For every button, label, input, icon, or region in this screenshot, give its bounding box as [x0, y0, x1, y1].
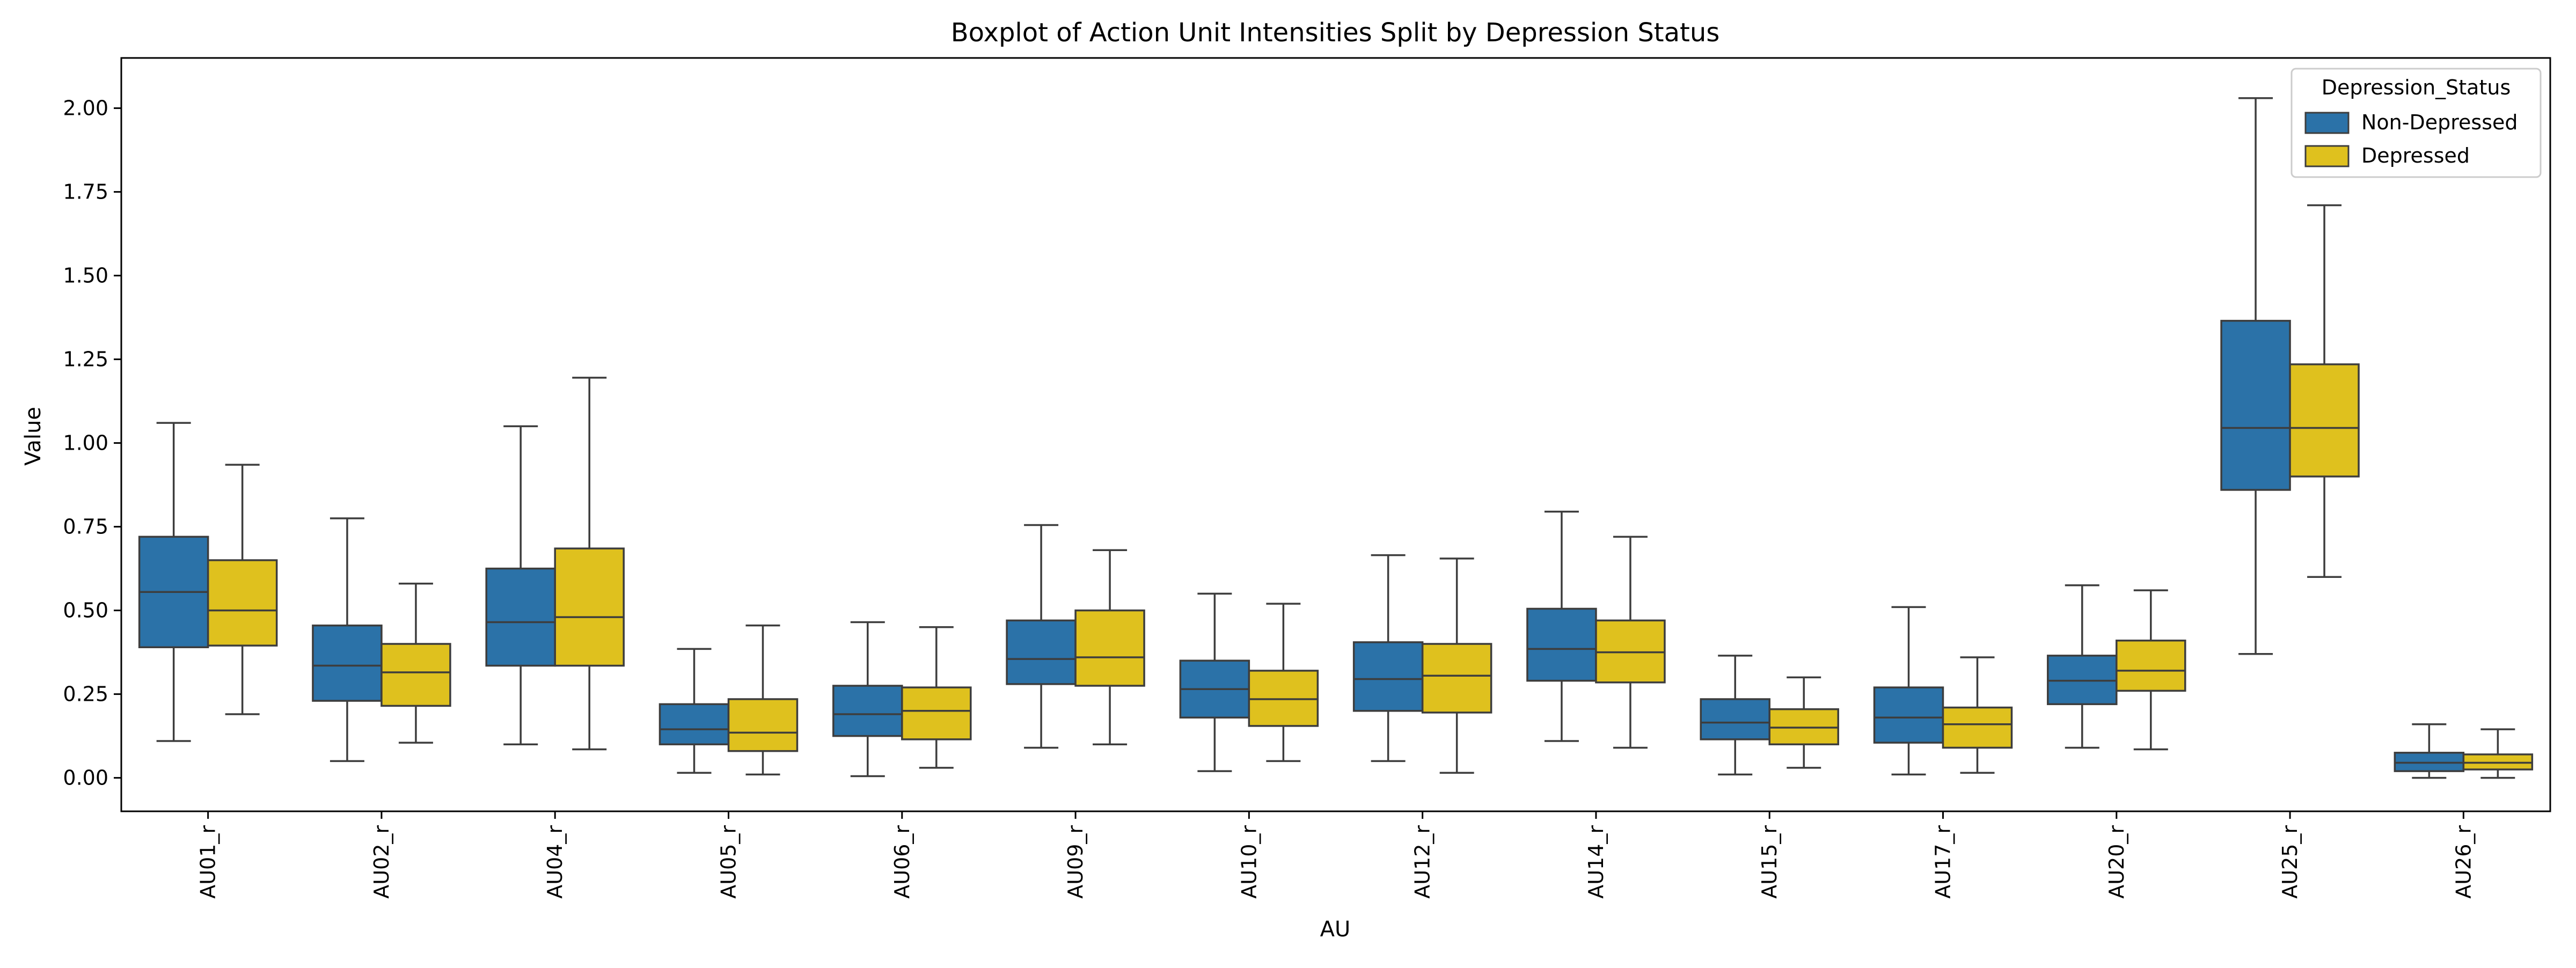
box-AU17_r-depressed [1942, 706, 2013, 749]
y-tick-label-1: 0.25 [63, 683, 108, 706]
legend-swatch-depressed [2304, 145, 2350, 167]
box-AU20_r-depressed [2116, 640, 2186, 692]
box-AU01_r-depressed [207, 559, 278, 647]
box-AU14_r-non-depressed [1526, 607, 1597, 682]
box-AU17_r-non-depressed [1873, 686, 1944, 744]
x-tick-label-AU15_r: AU15_r [1758, 825, 1781, 899]
x-tick-label-AU09_r: AU09_r [1064, 825, 1087, 899]
x-tick-label-AU06_r: AU06_r [890, 825, 914, 899]
y-tick-label-7: 1.75 [63, 180, 108, 204]
box-AU04_r-depressed [554, 547, 625, 667]
x-tick-label-AU04_r: AU04_r [543, 825, 567, 899]
legend-label-depressed: Depressed [2361, 144, 2470, 167]
y-tick-label-8: 2.00 [63, 97, 108, 120]
box-AU25_r-non-depressed [2220, 320, 2291, 491]
x-tick-label-AU17_r: AU17_r [1931, 825, 1955, 899]
x-tick-label-AU01_r: AU01_r [196, 825, 220, 899]
x-tick-label-AU10_r: AU10_r [1237, 825, 1261, 899]
x-tick-label-AU14_r: AU14_r [1584, 825, 1608, 899]
box-AU06_r-depressed [901, 686, 972, 740]
box-AU12_r-depressed [1421, 643, 1492, 714]
box-AU15_r-non-depressed [1700, 698, 1770, 740]
legend-box [2290, 68, 2542, 178]
box-AU02_r-non-depressed [312, 624, 383, 702]
x-tick-label-AU26_r: AU26_r [2451, 825, 2475, 899]
box-AU02_r-depressed [380, 643, 451, 707]
x-tick-label-AU12_r: AU12_r [1411, 825, 1435, 899]
legend-label-non-depressed: Non-Depressed [2361, 111, 2518, 134]
legend-swatch-non-depressed [2304, 112, 2350, 134]
y-tick-label-3: 0.75 [63, 515, 108, 539]
plot-frame [120, 57, 2551, 812]
x-tick-label-AU05_r: AU05_r [717, 825, 741, 899]
y-tick-label-5: 1.25 [63, 348, 108, 371]
box-AU09_r-non-depressed [1006, 619, 1077, 685]
box-AU05_r-non-depressed [658, 703, 730, 745]
y-tick-label-2: 0.50 [63, 599, 108, 622]
legend-title: Depression_Status [2322, 76, 2511, 99]
x-tick-label-AU02_r: AU02_r [370, 825, 393, 899]
y-tick-label-4: 1.00 [63, 431, 108, 455]
box-AU25_r-depressed [2289, 363, 2360, 478]
chart-title: Boxplot of Action Unit Intensities Split… [951, 18, 1720, 48]
y-tick-label-6: 1.50 [63, 264, 108, 288]
x-axis-label: AU [1320, 917, 1351, 942]
box-AU04_r-non-depressed [485, 567, 556, 667]
x-tick-label-AU20_r: AU20_r [2105, 825, 2128, 899]
box-AU09_r-depressed [1074, 609, 1145, 687]
box-AU12_r-non-depressed [1352, 641, 1424, 712]
y-axis-label: Value [21, 407, 46, 466]
x-tick-label-AU25_r: AU25_r [2278, 825, 2302, 899]
box-AU06_r-non-depressed [832, 685, 903, 737]
y-tick-label-0: 0.00 [63, 766, 108, 790]
box-AU05_r-depressed [727, 698, 799, 752]
